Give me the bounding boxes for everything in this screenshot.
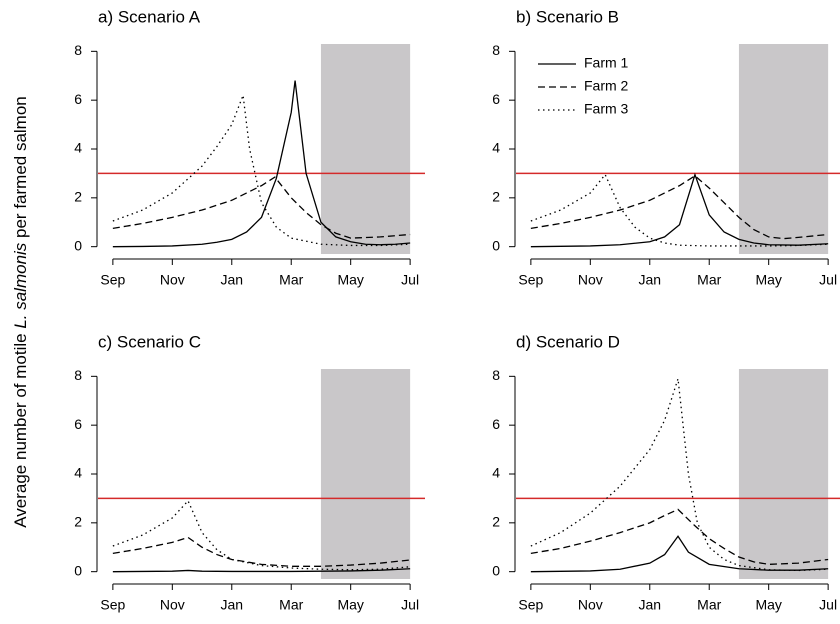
x-tick-label: Mar bbox=[697, 272, 721, 288]
y-axis-label: Average number of motile L. salmonis per… bbox=[11, 96, 30, 528]
y-tick-label: 8 bbox=[492, 42, 500, 58]
series-line bbox=[530, 508, 829, 566]
panel-title: c) Scenario C bbox=[98, 332, 201, 351]
y-tick-label: 4 bbox=[74, 140, 82, 156]
x-tick-label: Jul bbox=[819, 272, 837, 288]
y-label-text: per farmed salmon bbox=[11, 96, 30, 242]
shaded-period bbox=[738, 369, 829, 579]
y-tick-label: 8 bbox=[492, 367, 500, 383]
legend-label: Farm 1 bbox=[584, 55, 629, 71]
x-tick-label: Sep bbox=[518, 272, 543, 288]
y-tick-label: 4 bbox=[492, 140, 500, 156]
y-tick-label: 4 bbox=[74, 465, 82, 481]
x-tick-label: Jan bbox=[638, 597, 661, 613]
y-tick-label: 6 bbox=[492, 416, 500, 432]
y-tick-label: 6 bbox=[74, 91, 82, 107]
x-tick-label: Jul bbox=[401, 597, 419, 613]
panel: d) Scenario D 0 2 4 6 8 Sep Nov Jan Mar May Jul bbox=[492, 332, 840, 613]
legend-label: Farm 3 bbox=[584, 101, 629, 117]
x-tick-label: Sep bbox=[100, 597, 125, 613]
shaded-period bbox=[738, 44, 829, 254]
y-tick-label: 4 bbox=[492, 465, 500, 481]
panel: c) Scenario C 0 2 4 6 8 Sep Nov Jan Mar May Jul bbox=[74, 332, 425, 613]
panel: a) Scenario A 0 2 4 6 8 Sep Nov Jan Mar May Jul bbox=[74, 7, 425, 288]
y-tick-label: 0 bbox=[74, 562, 82, 578]
x-tick-label: Jul bbox=[819, 597, 837, 613]
series-line bbox=[112, 176, 411, 239]
x-tick-label: Mar bbox=[697, 597, 721, 613]
x-tick-label: Jan bbox=[220, 597, 243, 613]
x-tick-label: Nov bbox=[160, 272, 185, 288]
series-line bbox=[530, 535, 829, 573]
y-label-italic: L. salmonis bbox=[11, 242, 30, 328]
x-tick-label: Mar bbox=[279, 597, 303, 613]
series-line bbox=[530, 172, 829, 248]
y-tick-label: 8 bbox=[74, 42, 82, 58]
x-tick-label: May bbox=[755, 597, 781, 613]
x-tick-label: May bbox=[337, 272, 363, 288]
panel-title: a) Scenario A bbox=[98, 7, 201, 26]
series-line bbox=[530, 175, 829, 240]
y-tick-label: 2 bbox=[74, 514, 82, 530]
y-tick-label: 0 bbox=[492, 562, 500, 578]
x-tick-label: Sep bbox=[100, 272, 125, 288]
x-tick-label: Nov bbox=[578, 597, 603, 613]
panel-title: d) Scenario D bbox=[516, 332, 620, 351]
x-tick-label: May bbox=[337, 597, 363, 613]
y-tick-label: 0 bbox=[74, 237, 82, 253]
series-line bbox=[112, 536, 411, 567]
y-tick-label: 6 bbox=[74, 416, 82, 432]
shaded-period bbox=[320, 369, 411, 579]
panel: b) Scenario B 0 2 4 6 8 Sep Nov Jan Mar May Jul Farm… bbox=[492, 7, 840, 288]
y-tick-label: 2 bbox=[492, 514, 500, 530]
y-tick-label: 2 bbox=[492, 189, 500, 205]
y-label-text: Average number of motile bbox=[11, 329, 30, 528]
legend-label: Farm 2 bbox=[584, 78, 629, 94]
x-tick-label: Nov bbox=[578, 272, 603, 288]
series-line bbox=[112, 499, 411, 571]
x-tick-label: Nov bbox=[160, 597, 185, 613]
y-tick-label: 2 bbox=[74, 189, 82, 205]
series-line bbox=[112, 80, 411, 248]
x-tick-label: Jul bbox=[401, 272, 419, 288]
x-tick-label: Mar bbox=[279, 272, 303, 288]
panel-title: b) Scenario B bbox=[516, 7, 619, 26]
y-tick-label: 6 bbox=[492, 91, 500, 107]
y-tick-label: 0 bbox=[492, 237, 500, 253]
x-tick-label: Jan bbox=[638, 272, 661, 288]
x-tick-label: May bbox=[755, 272, 781, 288]
series-line bbox=[112, 568, 411, 573]
y-tick-label: 8 bbox=[74, 367, 82, 383]
shaded-period bbox=[320, 44, 411, 254]
x-tick-label: Jan bbox=[220, 272, 243, 288]
x-tick-label: Sep bbox=[518, 597, 543, 613]
